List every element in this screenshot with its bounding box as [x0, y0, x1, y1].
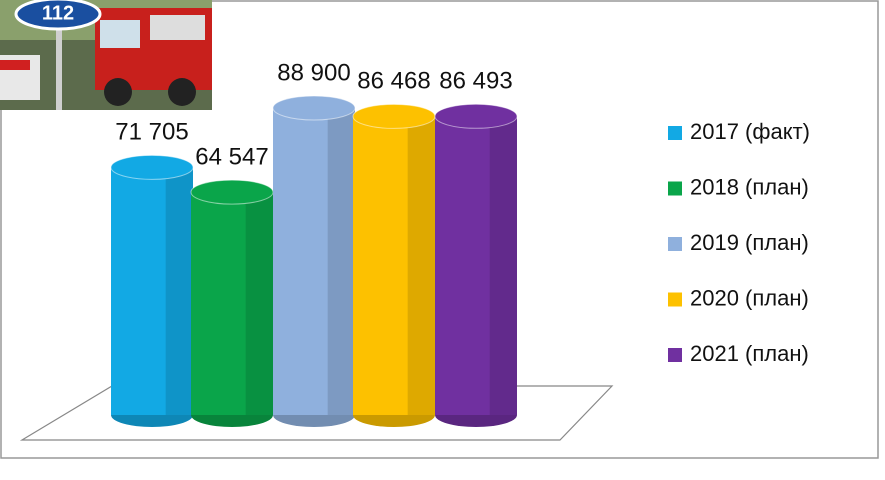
- bar-shade: [327, 108, 355, 415]
- legend-swatch: [668, 126, 682, 140]
- value-label: 86 468: [357, 68, 430, 95]
- value-label: 86 493: [439, 68, 512, 95]
- legend-swatch: [668, 292, 682, 307]
- photo: 112: [0, 0, 212, 110]
- bar-top: [434, 103, 518, 129]
- photo-sign: 112: [42, 2, 74, 24]
- bar-shade: [407, 116, 435, 415]
- bar: [273, 108, 355, 415]
- bar: [111, 167, 193, 415]
- bar-top: [110, 154, 194, 180]
- bar-shade: [245, 192, 273, 415]
- legend-label: 2017 (факт): [690, 119, 810, 144]
- legend-label: 2021 (план): [690, 341, 809, 366]
- legend-label: 2019 (план): [690, 230, 809, 255]
- bar: [353, 116, 435, 415]
- bar-shade: [489, 116, 517, 415]
- bar: [435, 116, 517, 415]
- bar-shade: [165, 167, 193, 415]
- value-label: 64 547: [195, 143, 268, 170]
- legend-swatch: [668, 348, 682, 362]
- legend-label: 2018 (план): [690, 174, 809, 199]
- bar: [191, 192, 273, 415]
- bar-top: [352, 103, 436, 129]
- legend-label: 2020 (план): [690, 285, 809, 310]
- value-label: 71 705: [115, 119, 188, 146]
- bar-top: [190, 179, 274, 205]
- legend-swatch: [668, 181, 682, 196]
- legend-swatch: [668, 237, 682, 251]
- value-label: 88 900: [277, 59, 350, 86]
- bar-top: [272, 95, 356, 121]
